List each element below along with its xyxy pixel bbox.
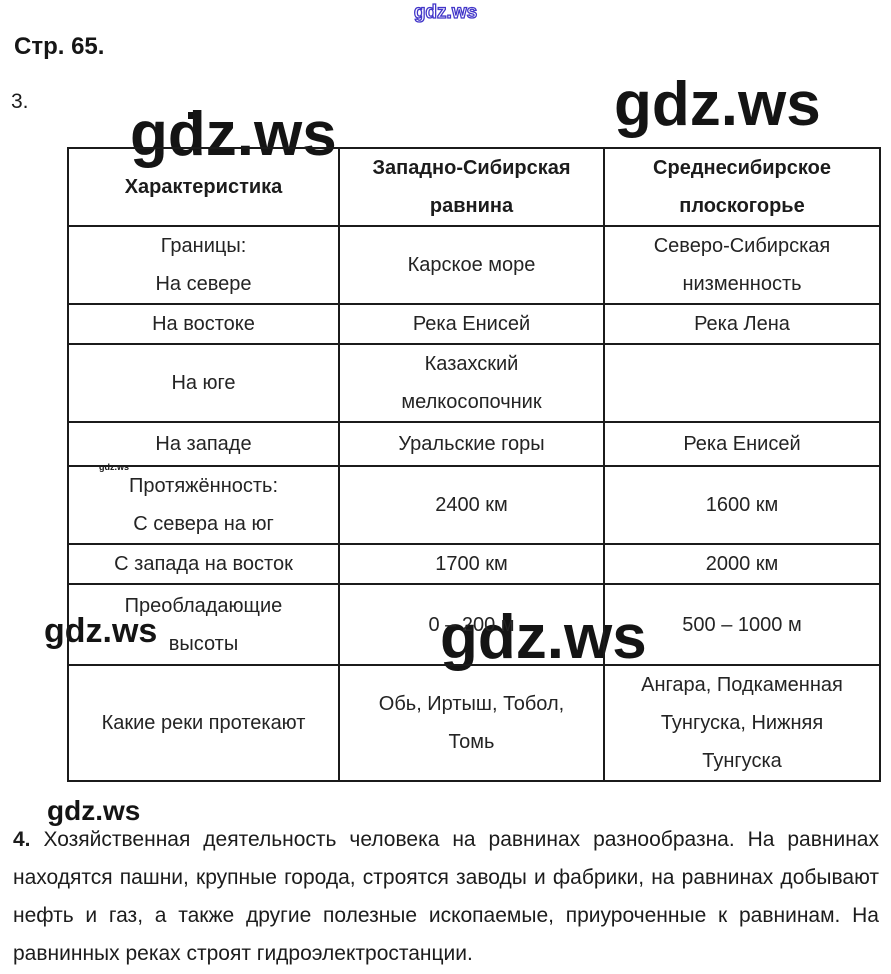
table-cell <box>603 343 881 423</box>
task-number-3: 3. <box>11 90 29 113</box>
table-cell: 0 – 200 м <box>338 583 605 666</box>
site-watermark: gdz.ws <box>614 70 821 139</box>
table-row: Границы: На севере Карское море Северо-С… <box>67 225 881 305</box>
table-cell: Границы: На севере <box>67 225 340 305</box>
table-row: Преобладающие высоты 0 – 200 м 500 – 100… <box>67 583 881 666</box>
table-row: На юге Казахский мелкосопочник <box>67 343 881 423</box>
table-cell: 2400 км <box>338 465 605 545</box>
table-row: На западе Уральские горы Река Енисей <box>67 421 881 467</box>
paragraph-4: 4. Хозяйственная деятельность человека н… <box>13 821 879 973</box>
paragraph-4-text: Хозяйственная деятельность человека на р… <box>13 828 879 965</box>
paragraph-4-number: 4. <box>13 828 31 851</box>
table-cell: Протяжённость: С севера на юг <box>67 465 340 545</box>
table-cell: Карское море <box>338 225 605 305</box>
header-central-siberian-plateau: Среднесибирское плоскогорье <box>603 147 881 227</box>
table-cell: На востоке <box>67 303 340 345</box>
table-cell: Река Лена <box>603 303 881 345</box>
table-row: С запада на восток 1700 км 2000 км <box>67 543 881 585</box>
site-watermark-top: gdz.ws <box>413 2 478 23</box>
header-west-siberian-plain: Западно-Сибирская равнина <box>338 147 605 227</box>
table-cell: 500 – 1000 м <box>603 583 881 666</box>
header-characteristic: Характеристика <box>67 147 340 227</box>
stray-ink-mark <box>188 112 195 119</box>
table-cell: Река Енисей <box>338 303 605 345</box>
table-cell: Обь, Иртыш, Тобол, Томь <box>338 664 605 782</box>
page-title: Стр. 65. <box>14 33 105 60</box>
table-cell: 2000 км <box>603 543 881 585</box>
table-cell: Уральские горы <box>338 421 605 467</box>
table-cell: 1600 км <box>603 465 881 545</box>
table-cell: Преобладающие высоты <box>67 583 340 666</box>
table-cell: Казахский мелкосопочник <box>338 343 605 423</box>
table-header-row: Характеристика Западно-Сибирская равнина… <box>67 147 881 227</box>
table-cell: Ангара, Подкаменная Тунгуска, Нижняя Тун… <box>603 664 881 782</box>
comparison-table: Характеристика Западно-Сибирская равнина… <box>67 147 881 782</box>
table-row: Какие реки протекают Обь, Иртыш, Тобол, … <box>67 664 881 782</box>
table-cell: 1700 км <box>338 543 605 585</box>
table-row: На востоке Река Енисей Река Лена <box>67 303 881 345</box>
table-cell: На западе <box>67 421 340 467</box>
table-row: Протяжённость: С севера на юг 2400 км 16… <box>67 465 881 545</box>
table-cell: Какие реки протекают <box>67 664 340 782</box>
site-watermark: gdz.ws <box>47 795 141 826</box>
table-cell: Северо-Сибирская низменность <box>603 225 881 305</box>
table-cell: Река Енисей <box>603 421 881 467</box>
table-cell: С запада на восток <box>67 543 340 585</box>
table-cell: На юге <box>67 343 340 423</box>
